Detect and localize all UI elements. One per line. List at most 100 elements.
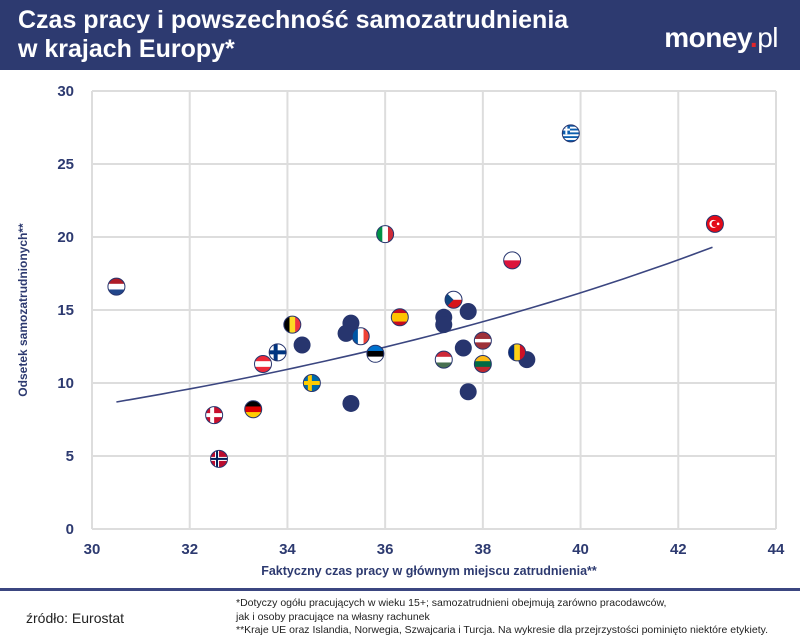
flag bbox=[503, 251, 521, 269]
flag bbox=[366, 345, 384, 363]
stripe bbox=[562, 124, 580, 127]
stripe bbox=[391, 321, 409, 326]
data-point-flag-fr-icon bbox=[351, 327, 370, 346]
footnote-2: jak i osoby pracujące na własny rachunek bbox=[236, 610, 430, 623]
marker-outline bbox=[473, 331, 492, 350]
stripe bbox=[289, 316, 296, 334]
stripe bbox=[562, 136, 580, 139]
flag bbox=[508, 343, 526, 361]
data-point-flag-es-icon bbox=[390, 308, 409, 327]
data-point-flag-hu-icon bbox=[434, 350, 453, 369]
data-point-flag-it-icon bbox=[376, 225, 395, 244]
stripe bbox=[435, 351, 453, 358]
x-tick-label: 44 bbox=[768, 541, 785, 558]
data-point bbox=[459, 302, 477, 320]
stripe bbox=[244, 400, 262, 407]
data-point bbox=[293, 336, 311, 354]
x-axis-label: Faktyczny czas pracy w głównym miejscu z… bbox=[261, 564, 597, 578]
stripe bbox=[366, 356, 384, 363]
x-tick-label: 40 bbox=[572, 541, 589, 558]
stripe bbox=[562, 130, 580, 133]
stripe bbox=[562, 126, 580, 129]
data-point-flag-no-icon bbox=[210, 449, 229, 468]
data-point-flag-de-icon bbox=[244, 400, 263, 419]
stripe bbox=[562, 134, 580, 137]
data-point-flag-lv-icon bbox=[473, 331, 492, 350]
data-point-flag-nl-icon bbox=[107, 277, 126, 296]
marker-outline bbox=[210, 449, 229, 468]
stripe bbox=[562, 138, 580, 141]
marker-outline bbox=[508, 343, 527, 362]
source: źródło: Eurostat bbox=[26, 610, 125, 626]
marker-outline bbox=[283, 315, 302, 334]
marker-outline bbox=[254, 355, 272, 374]
marker-outline bbox=[503, 251, 522, 270]
stripe bbox=[376, 225, 383, 243]
divider bbox=[0, 588, 800, 591]
data-point-flag-pl-icon bbox=[503, 251, 522, 270]
marker-outline bbox=[473, 355, 492, 374]
flag bbox=[283, 316, 301, 334]
y-tick-label: 10 bbox=[57, 375, 74, 392]
stripe bbox=[244, 406, 262, 413]
flag bbox=[254, 355, 272, 373]
marker-outline bbox=[268, 343, 287, 362]
stripe bbox=[107, 289, 125, 296]
stripe bbox=[562, 132, 580, 135]
data-point bbox=[454, 339, 472, 357]
stripe bbox=[508, 343, 515, 361]
stripe bbox=[366, 345, 384, 352]
flag bbox=[474, 355, 492, 373]
stripe bbox=[391, 308, 409, 314]
data-point bbox=[337, 324, 355, 342]
data-point-flag-ee-icon bbox=[366, 344, 385, 363]
flag bbox=[562, 124, 580, 142]
x-tick-label: 32 bbox=[181, 541, 198, 558]
triangle bbox=[445, 291, 454, 309]
stripe bbox=[352, 327, 359, 345]
y-tick-label: 30 bbox=[57, 83, 74, 100]
y-tick-label: 25 bbox=[57, 156, 74, 173]
stripe bbox=[363, 327, 370, 345]
y-tick-label: 0 bbox=[66, 521, 74, 538]
stripe bbox=[445, 291, 463, 300]
footnotes: *Dotyczy ogółu pracujących w wieku 15+; … bbox=[236, 597, 768, 638]
flag bbox=[445, 291, 463, 309]
flag bbox=[107, 278, 125, 296]
stripe bbox=[474, 361, 492, 368]
x-tick-label: 38 bbox=[475, 541, 492, 558]
stripe bbox=[244, 412, 262, 418]
stripe bbox=[283, 316, 290, 334]
stripe bbox=[474, 332, 492, 336]
marker-outline bbox=[390, 308, 409, 327]
flag bbox=[376, 225, 394, 243]
header-band: Czas pracy i powszechność samozatrudnien… bbox=[0, 0, 800, 70]
data-point-flag-fi-icon bbox=[268, 343, 287, 362]
flag bbox=[244, 400, 262, 418]
flag bbox=[435, 351, 453, 369]
flag bbox=[205, 406, 223, 424]
data-point-flag-at-icon bbox=[254, 355, 272, 374]
footnote-1: *Dotyczy ogółu pracujących w wieku 15+; … bbox=[236, 597, 667, 609]
y-tick-label: 20 bbox=[57, 229, 74, 246]
data-point bbox=[342, 394, 360, 412]
data-point-flag-se-icon bbox=[302, 374, 321, 392]
cross bbox=[562, 128, 570, 131]
stripe bbox=[562, 128, 580, 131]
cross bbox=[205, 413, 223, 418]
marker-outline bbox=[434, 350, 453, 369]
marker-outline bbox=[366, 344, 385, 363]
stripe bbox=[254, 366, 272, 373]
title-line-2: w krajach Europy* bbox=[18, 35, 235, 63]
flag bbox=[706, 215, 724, 233]
stripe bbox=[254, 361, 272, 368]
stripe bbox=[474, 335, 492, 340]
stripe bbox=[435, 362, 453, 369]
stripe bbox=[474, 355, 492, 362]
marker-outline bbox=[376, 225, 395, 244]
y-axis-label: Odsetek samozatrudnionych** bbox=[16, 223, 30, 397]
x-tick-label: 36 bbox=[377, 541, 394, 558]
stripe bbox=[474, 345, 492, 350]
stripe bbox=[445, 299, 463, 309]
data-point-flag-dk-icon bbox=[205, 406, 224, 425]
